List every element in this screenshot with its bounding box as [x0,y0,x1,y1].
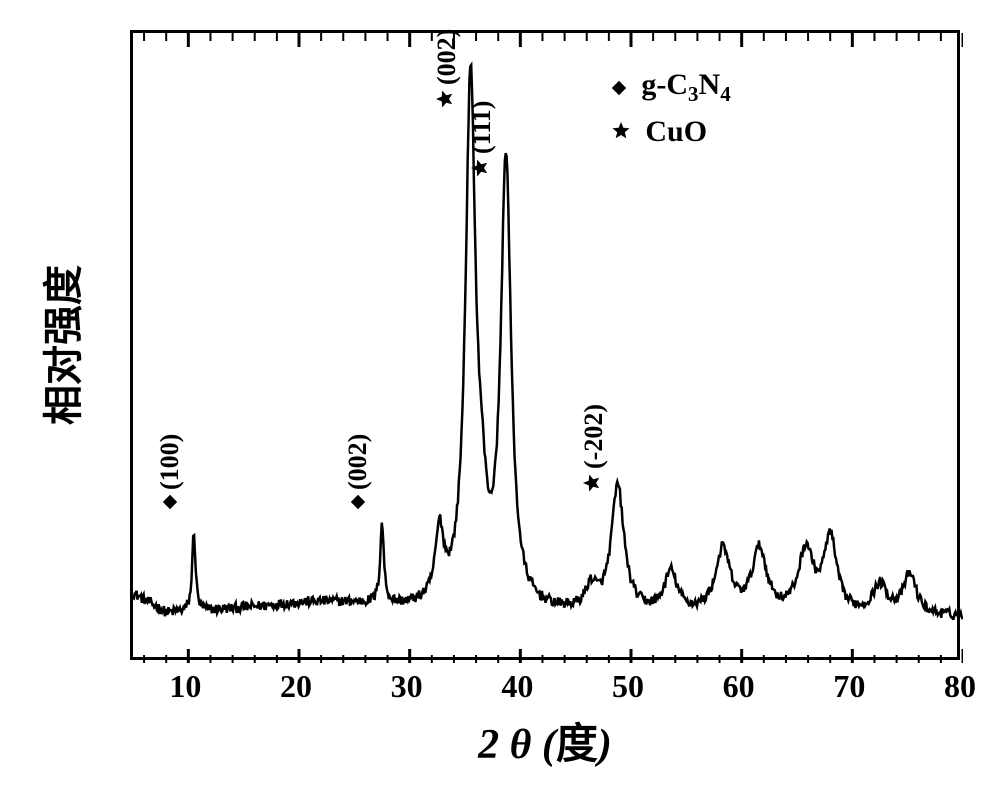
x-tick-label: 10 [169,668,201,705]
diamond-icon [611,70,627,104]
star-icon [467,158,497,178]
star-icon [432,89,462,109]
xrd-path [133,65,963,619]
star-icon [579,473,609,493]
plot-area [130,30,960,660]
diamond-icon [155,494,185,510]
peak-label-text: (111) [467,101,497,154]
peak-label-text: (100) [155,434,185,490]
x-tick-label: 30 [391,668,423,705]
legend: g-C3N4 CuO [611,68,730,157]
y-axis-title: 相对强度 [31,265,89,425]
peak-label: (002) [432,29,462,109]
x-tick-label: 80 [944,668,976,705]
peak-label: (002) [343,434,373,510]
legend-item: g-C3N4 [611,68,730,107]
star-icon [611,115,631,149]
x-tick-label: 40 [501,668,533,705]
legend-label: g-C3N4 [641,68,730,107]
x-tick-label: 70 [833,668,865,705]
legend-item: CuO [611,115,730,149]
peak-label: (111) [467,101,497,178]
x-tick-label: 20 [280,668,312,705]
xrd-curve [133,33,963,663]
x-axis-title: 2 θ (度) [478,710,612,771]
peak-label: (100) [155,434,185,510]
x-tick-label: 60 [723,668,755,705]
peak-label-text: (002) [432,29,462,85]
x-tick-label: 50 [612,668,644,705]
peak-label: (-202) [579,404,609,493]
peak-label-text: (-202) [579,404,609,469]
xrd-chart: 相对强度 2 θ (度) 10 20 30 40 50 60 70 80 (100) (002)… [0,0,1000,792]
peak-label-text: (002) [343,434,373,490]
legend-label: CuO [645,115,707,149]
diamond-icon [343,494,373,510]
